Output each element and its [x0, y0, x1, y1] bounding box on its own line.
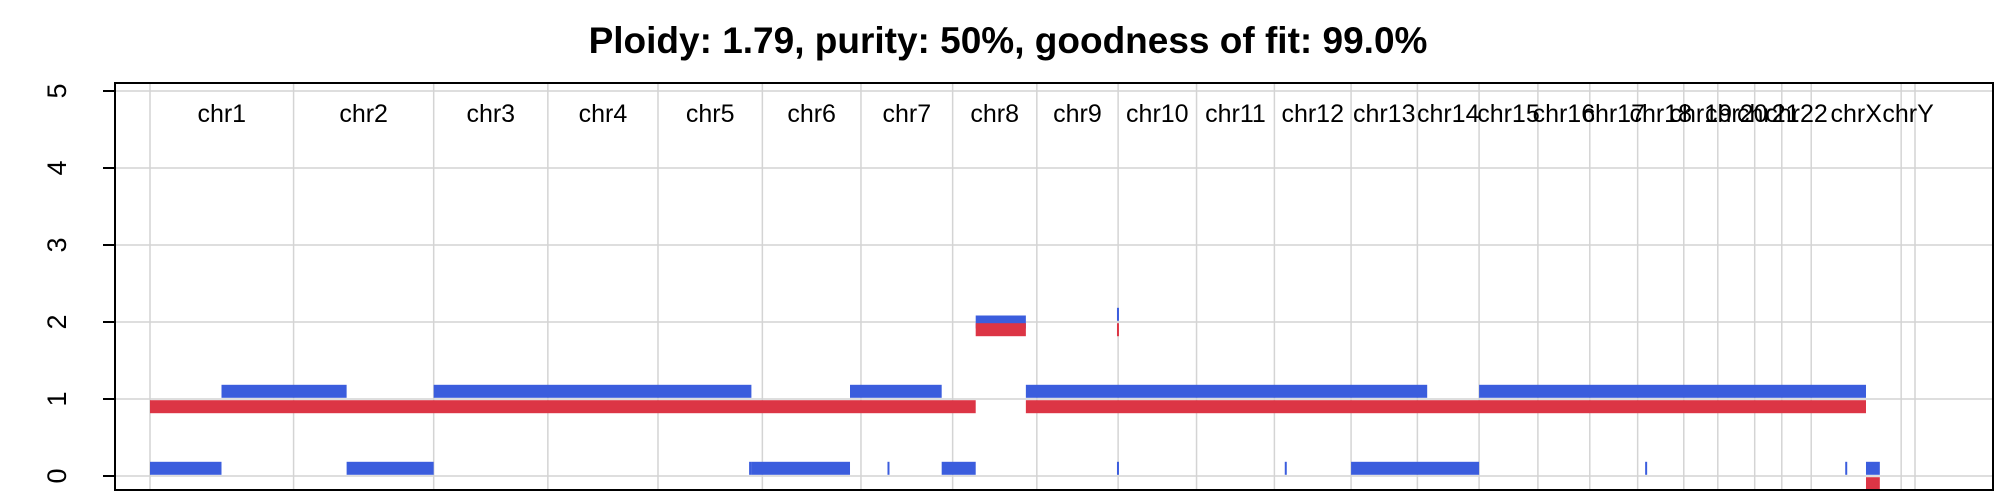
chromosome-labels: chr1 chr2 chr3 chr4 chr5 chr6 chr7 chr8 chr9 chr1… [197, 100, 1934, 128]
copy-number-segment [1116, 307, 1119, 321]
chromosome-label: chr17 [1582, 100, 1645, 128]
chromosome-label: chr22 [1765, 100, 1828, 128]
chromosome-label: chr7 [882, 100, 931, 128]
y-tick-label: 1 [42, 391, 72, 406]
copy-number-segment [1116, 461, 1119, 475]
chromosome-label: chr12 [1281, 100, 1344, 128]
copy-number-segment [1645, 461, 1648, 475]
copy-number-segment [150, 400, 976, 414]
chromosome-label: chr1 [197, 100, 246, 128]
copy-number-segment [1116, 323, 1119, 337]
chromosome-label: chrX [1830, 100, 1882, 128]
copy-number-segment [1025, 400, 1866, 414]
copy-number-segment [1025, 384, 1428, 398]
y-tick-label: 0 [42, 468, 72, 483]
copy-number-segment [887, 461, 890, 475]
copy-number-segment [1865, 477, 1880, 491]
copy-number-segment [850, 384, 942, 398]
chromosome-label: chr4 [579, 100, 628, 128]
copy-number-segment [1479, 384, 1866, 398]
y-tick-label: 2 [42, 314, 72, 329]
copy-number-segment [1865, 461, 1880, 475]
chromosome-label: chr9 [1053, 100, 1102, 128]
y-tick-label: 4 [42, 160, 72, 175]
chromosome-label: chr3 [466, 100, 515, 128]
y-axis: 0 1 2 3 4 5 [42, 83, 115, 484]
gridlines [115, 83, 1993, 490]
copy-number-segments [150, 307, 1880, 491]
y-tick-label: 3 [42, 237, 72, 252]
chromosome-label: chr16 [1533, 100, 1596, 128]
chromosome-label: chr13 [1353, 100, 1416, 128]
chromosome-label: chr11 [1205, 100, 1266, 128]
chromosome-label: chr14 [1417, 100, 1480, 128]
copy-number-segment [221, 384, 347, 398]
copy-number-segment [150, 461, 222, 475]
copy-number-segment [433, 384, 752, 398]
chart-title: Ploidy: 1.79, purity: 50%, goodness of f… [589, 20, 1428, 61]
chromosome-label: chrY [1882, 100, 1934, 128]
copy-number-segment [749, 461, 752, 475]
copy-number-segment [975, 323, 1026, 337]
copy-number-segment [1284, 461, 1287, 475]
copy-number-segment [941, 461, 976, 475]
y-tick-label: 5 [42, 83, 72, 98]
chromosome-label: chr6 [787, 100, 836, 128]
chromosome-label: chr15 [1477, 100, 1540, 128]
chromosome-label: chr8 [970, 100, 1019, 128]
chromosome-label: chr5 [686, 100, 735, 128]
copy-number-segment [1351, 461, 1480, 475]
plot-frame [114, 82, 1994, 491]
chromosome-label: chr21 [1737, 100, 1800, 128]
chromosome-label: chr18 [1629, 100, 1692, 128]
chromosome-label: chr2 [339, 100, 388, 128]
chromosome-label: chr10 [1126, 100, 1189, 128]
copy-number-segment [751, 461, 851, 475]
copy-number-segment [346, 461, 434, 475]
chromosome-label: chr20 [1705, 100, 1768, 128]
chromosome-label: chr19 [1670, 100, 1733, 128]
copy-number-segment [1845, 461, 1848, 475]
